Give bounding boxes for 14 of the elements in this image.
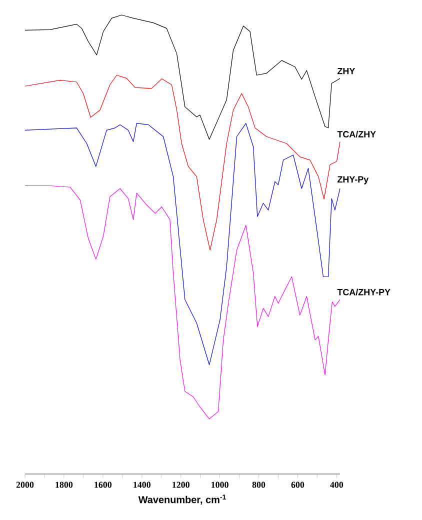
x-tick-label: 1200 [172, 482, 190, 488]
x-tick-label: 1000 [212, 482, 228, 488]
x-tick-label: 800 [252, 482, 266, 488]
x-tick-label: 1400 [134, 482, 151, 488]
series-label: TCA/ZHY-PY [337, 288, 390, 296]
series-label: ZHY [337, 68, 356, 74]
x-tick-label: 2000 [16, 482, 34, 488]
series-label: TCA/ZHY [337, 130, 376, 138]
series-label: ZHY-Py [337, 176, 369, 184]
x-tick-label: 1600 [94, 482, 112, 488]
x-tick-label: 400 [330, 482, 344, 488]
x-tick-label: 1800 [56, 482, 73, 488]
x-axis-title: Wavenumber, cm$^{-1}$ [138, 494, 226, 505]
x-tick-label: 600 [291, 482, 304, 488]
